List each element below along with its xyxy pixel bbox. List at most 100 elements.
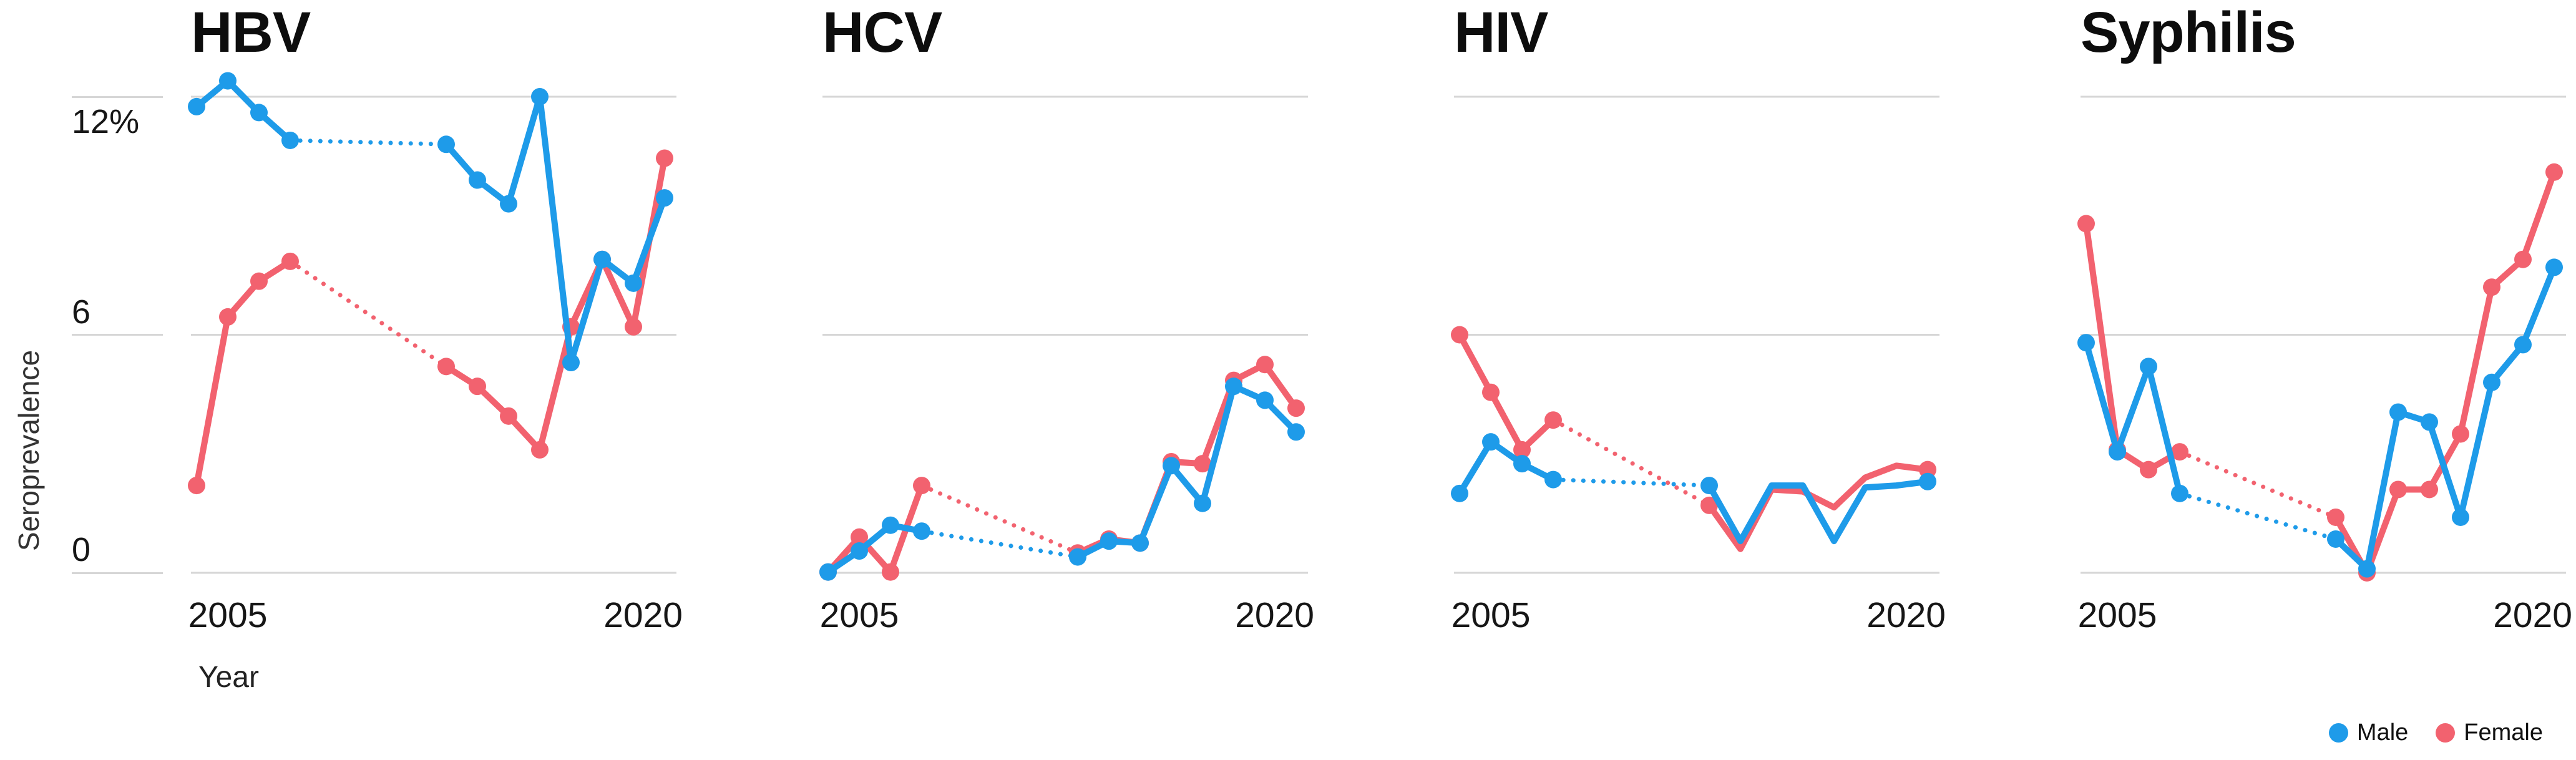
line-chart-hbv	[188, 72, 676, 574]
panel-syphilis: Syphilis 2005 2020	[2056, 0, 2576, 760]
female-data-point	[2452, 425, 2469, 443]
legend-item-female: Female	[2436, 719, 2543, 746]
female-data-point	[1256, 356, 1274, 374]
x-tick-label-2020: 2020	[1235, 595, 1314, 635]
legend-label-male: Male	[2356, 719, 2409, 746]
male-line-pre-gap	[1456, 439, 1556, 497]
panel-title-hcv: HCV	[822, 1, 942, 64]
female-data-point	[882, 563, 899, 581]
male-data-point	[625, 274, 642, 292]
male-dotted-gap-line	[919, 529, 1080, 560]
female-data-point	[1513, 441, 1531, 459]
female-data-point	[2389, 480, 2407, 499]
male-line-pre-gap	[825, 522, 925, 575]
male-data-point	[2545, 258, 2563, 276]
female-data-point	[188, 477, 205, 495]
female-dotted-gap-line	[1551, 417, 1712, 508]
male-data-point	[188, 97, 205, 115]
y-tick-label-6: 6	[72, 293, 91, 331]
female-data-point	[913, 477, 930, 495]
female-data-point	[656, 149, 673, 167]
female-data-point	[1544, 411, 1562, 429]
male-data-point	[1163, 457, 1180, 475]
male-dotted-gap-line	[1551, 477, 1712, 488]
x-tick-label-2005: 2005	[188, 595, 268, 635]
male-data-point	[469, 171, 486, 189]
female-data-point	[2327, 508, 2344, 526]
male-data-point	[819, 563, 837, 581]
male-data-point	[1256, 391, 1274, 409]
male-data-point	[531, 88, 549, 105]
male-data-point	[2452, 508, 2469, 526]
male-data-point	[2109, 443, 2126, 461]
female-data-point	[219, 308, 237, 326]
male-data-point	[882, 516, 899, 534]
male-series-dot-icon	[2328, 723, 2348, 743]
female-data-point	[500, 407, 517, 425]
y-tick-label-0: 0	[72, 531, 91, 568]
line-chart-hiv	[1451, 95, 1939, 574]
female-line-pre-gap	[1456, 331, 1556, 453]
ytick-line-0	[72, 572, 163, 574]
male-data-point	[219, 72, 237, 90]
male-data-point	[656, 189, 673, 207]
ytick-line-6	[72, 334, 163, 336]
ytick-line-12	[72, 96, 163, 98]
male-data-point	[1194, 494, 1211, 512]
male-data-point	[1919, 472, 1936, 490]
male-data-point	[1100, 532, 1118, 550]
x-tick-label-2020: 2020	[603, 595, 683, 635]
female-data-point	[469, 378, 486, 396]
female-line-post-gap	[1706, 462, 1931, 552]
male-data-point	[250, 104, 268, 122]
male-data-point	[2421, 413, 2438, 431]
female-data-point	[1194, 455, 1211, 473]
male-dotted-gap-line	[2177, 491, 2338, 542]
female-line-pre-gap	[193, 258, 293, 489]
female-dotted-gap-line	[919, 483, 1080, 555]
male-data-point	[2077, 334, 2095, 352]
male-data-point	[1544, 470, 1562, 489]
male-line-post-gap	[1706, 478, 1931, 545]
male-data-point	[1513, 455, 1531, 473]
female-data-point	[2421, 480, 2438, 499]
male-data-point	[1225, 378, 1242, 396]
x-tick-label-2005: 2005	[2077, 595, 2157, 635]
x-tick-label-2005: 2005	[819, 595, 899, 635]
line-chart-syphilis	[2077, 95, 2566, 582]
panel-title-hiv: HIV	[1454, 1, 1548, 64]
female-data-point	[2545, 163, 2563, 181]
panel-hcv: HCV 2005 2020	[798, 0, 1334, 760]
female-data-point	[1287, 399, 1305, 417]
male-data-point	[500, 195, 517, 213]
female-data-point	[1700, 496, 1718, 514]
female-data-point	[851, 528, 868, 546]
male-data-point	[851, 542, 868, 560]
x-tick-label-2005: 2005	[1451, 595, 1531, 635]
male-line-pre-gap	[193, 77, 293, 144]
line-chart-hcv	[819, 95, 1308, 581]
female-data-point	[2171, 443, 2188, 461]
female-data-point	[437, 358, 455, 376]
female-data-point	[2077, 215, 2095, 233]
panel-hiv: HIV 2005 2020	[1429, 0, 1966, 760]
male-data-point	[593, 250, 611, 268]
y-axis-title: Seroprevalence	[12, 349, 45, 552]
x-axis-title: Year	[198, 661, 259, 694]
female-line-post-gap	[443, 155, 668, 453]
male-data-point	[1451, 484, 1468, 502]
male-data-point	[281, 131, 299, 149]
female-data-point	[2514, 250, 2532, 268]
male-data-point	[2389, 403, 2407, 421]
female-data-point	[250, 272, 268, 290]
male-data-point	[2358, 560, 2376, 578]
x-tick-label-2020: 2020	[1866, 595, 1946, 635]
panel-hbv: HBV 2005 2020	[166, 0, 703, 760]
x-tick-label-2020: 2020	[2493, 595, 2572, 635]
female-line-post-gap	[2333, 168, 2557, 576]
female-data-point	[1482, 383, 1500, 401]
male-data-point	[1069, 548, 1086, 566]
panel-title-hbv: HBV	[191, 1, 311, 64]
male-data-point	[1287, 423, 1305, 441]
